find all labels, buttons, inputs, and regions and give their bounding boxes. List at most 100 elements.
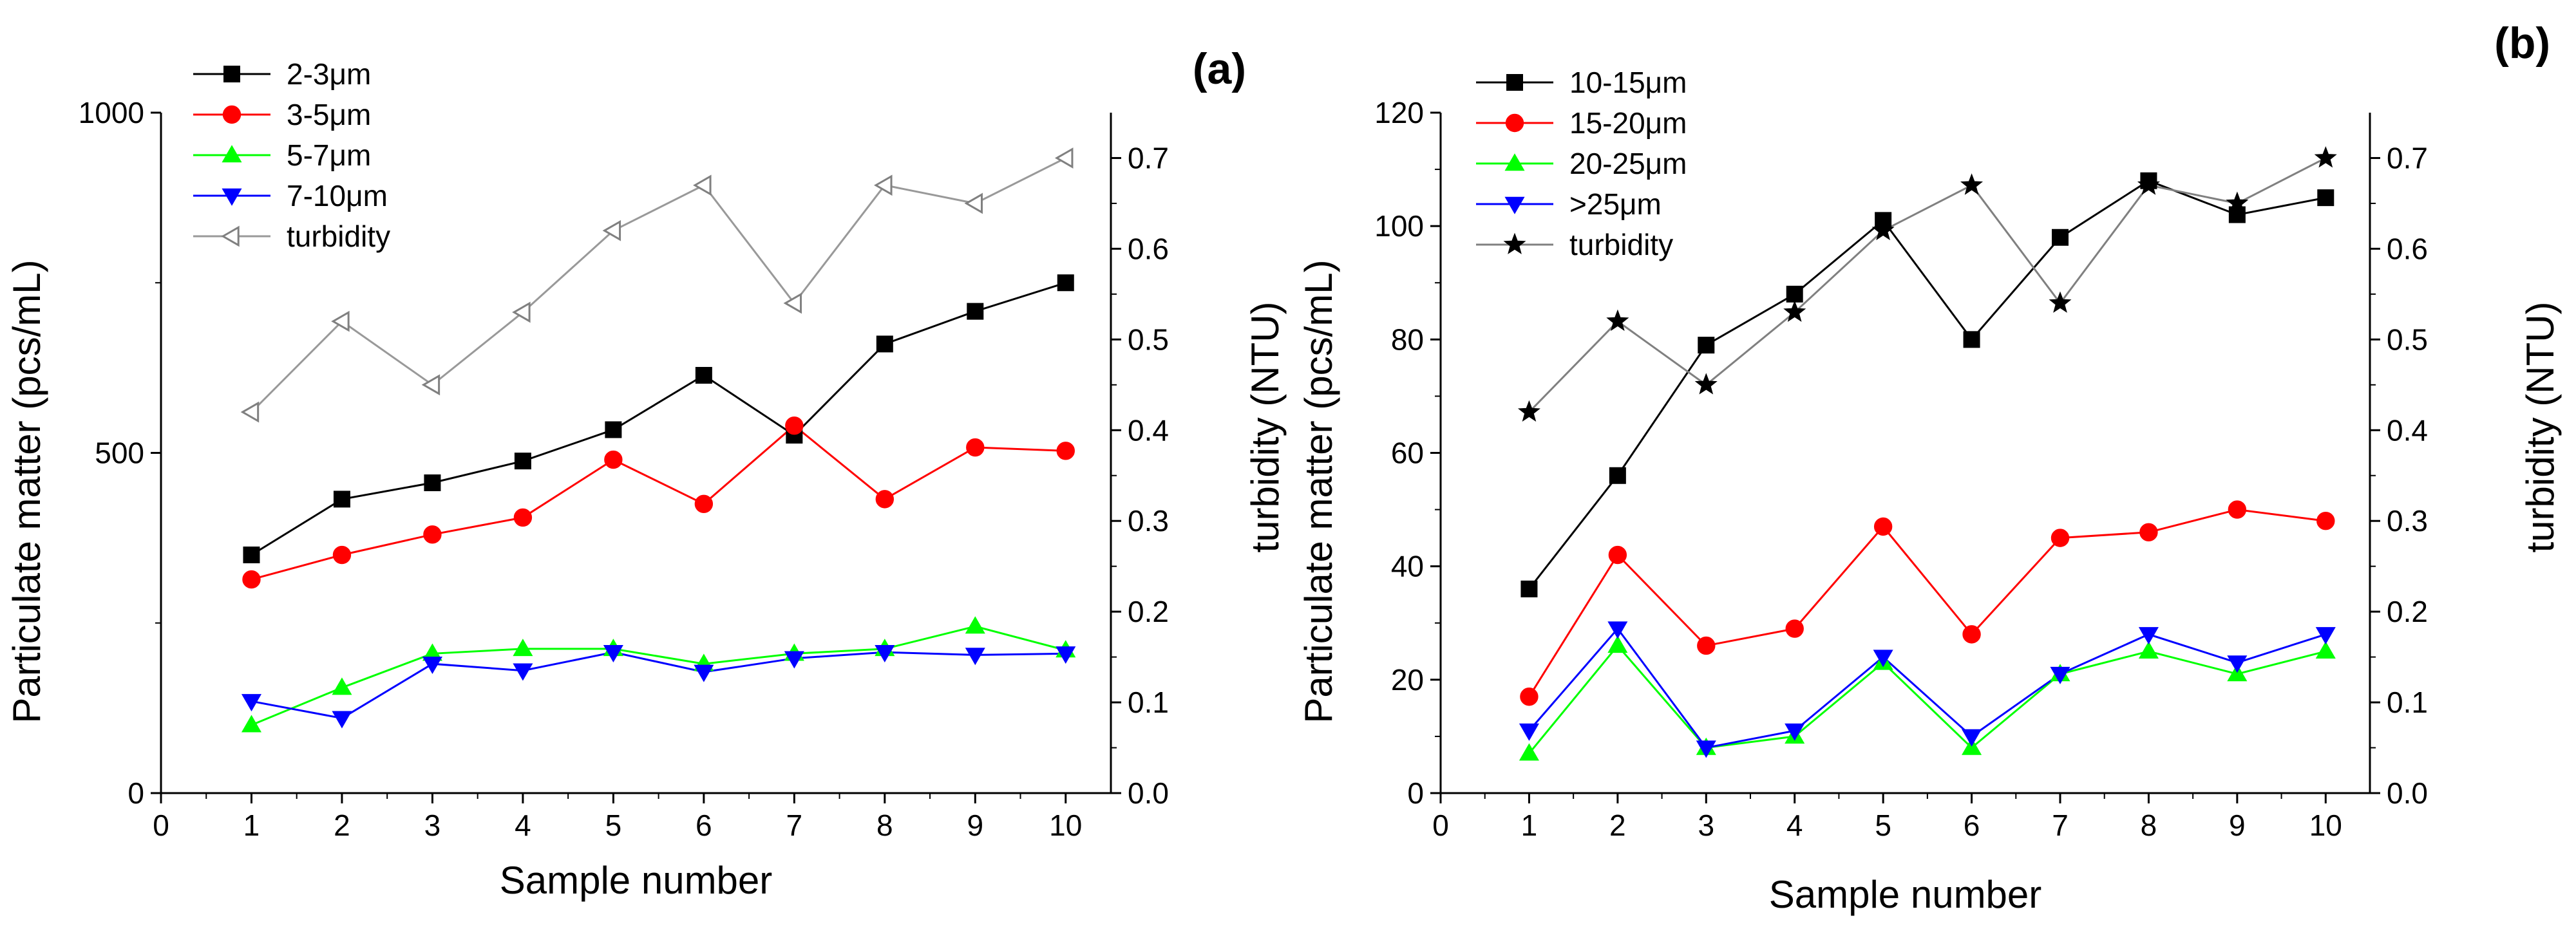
series-line-1 bbox=[1528, 509, 2326, 698]
data-point bbox=[241, 715, 262, 733]
y-tick-label: 0 bbox=[1407, 776, 1424, 810]
x-tick-label: 10 bbox=[1049, 809, 1082, 842]
y2-tick-label: 0.2 bbox=[2387, 595, 2428, 628]
data-point bbox=[2227, 664, 2248, 682]
panel-a: 0 1 2 3 4 5 6 7 8 9 10 0 500 1000 0.0 0.1 0.2 0.3 0.4 0.5 0.… bbox=[5, 44, 1287, 902]
legend-marker bbox=[1504, 196, 1525, 214]
x-tick-label: 2 bbox=[1609, 809, 1626, 842]
series-line-3 bbox=[251, 651, 1066, 720]
data-point bbox=[1697, 636, 1716, 655]
data-point bbox=[1606, 309, 1629, 332]
data-point bbox=[1960, 173, 1984, 195]
y2-tick-label: 0.5 bbox=[1128, 323, 1169, 356]
data-point bbox=[514, 453, 531, 470]
data-point bbox=[605, 421, 622, 438]
data-point bbox=[603, 645, 623, 663]
data-point bbox=[333, 491, 350, 508]
x-tick-label: 3 bbox=[1698, 809, 1714, 842]
series-line-2 bbox=[1528, 644, 2326, 754]
data-point bbox=[875, 490, 895, 509]
x-tick-label: 9 bbox=[967, 809, 983, 842]
x-tick-label: 8 bbox=[876, 809, 893, 842]
y2-tick-label: 0.7 bbox=[2387, 141, 2428, 174]
legend-marker bbox=[222, 188, 242, 206]
y-tick-label: 120 bbox=[1374, 96, 1424, 129]
y-tick-label: 500 bbox=[95, 436, 144, 470]
x-tick-label: 1 bbox=[1521, 809, 1538, 842]
data-point bbox=[875, 645, 895, 663]
x-axis-title: Sample number bbox=[1769, 873, 2042, 916]
series-line-2 bbox=[251, 625, 1066, 726]
legend-marker bbox=[1505, 113, 1524, 133]
data-point bbox=[513, 663, 533, 681]
series-line-4 bbox=[251, 157, 1066, 413]
data-point bbox=[2226, 191, 2249, 213]
data-point bbox=[1057, 274, 1074, 292]
data-point bbox=[876, 335, 893, 353]
x-tick-label: 4 bbox=[515, 809, 531, 842]
data-point bbox=[1698, 337, 1715, 354]
data-point bbox=[2317, 189, 2334, 207]
data-point bbox=[241, 694, 262, 712]
y-tick-label: 20 bbox=[1391, 663, 1424, 697]
data-point bbox=[966, 438, 985, 457]
data-point bbox=[1607, 621, 1628, 639]
legend-entry: >25μm bbox=[1569, 187, 1662, 221]
data-point bbox=[242, 570, 261, 589]
y2-tick-label: 0.3 bbox=[1128, 504, 1169, 538]
legend-entry: 7-10μm bbox=[287, 179, 388, 212]
x-tick-label: 6 bbox=[1964, 809, 1980, 842]
data-point bbox=[1871, 218, 1895, 241]
data-point bbox=[965, 648, 985, 666]
y2-tick-label: 0.1 bbox=[2387, 686, 2428, 719]
data-point bbox=[1785, 619, 1804, 638]
data-point bbox=[967, 303, 984, 320]
data-point bbox=[1056, 646, 1076, 664]
data-point bbox=[695, 367, 712, 384]
y-tick-label: 40 bbox=[1391, 550, 1424, 583]
data-point bbox=[2052, 229, 2069, 246]
data-point bbox=[783, 292, 802, 314]
y-tick-label: 0 bbox=[128, 776, 144, 810]
x-tick-label: 7 bbox=[2052, 809, 2069, 842]
y2-tick-label: 0.6 bbox=[2387, 232, 2428, 265]
legend-entry: 15-20μm bbox=[1569, 106, 1687, 140]
data-point bbox=[964, 192, 983, 214]
x-tick-label: 10 bbox=[2309, 809, 2342, 842]
x-tick-label: 4 bbox=[1786, 809, 1803, 842]
y2-tick-label: 0.3 bbox=[2387, 504, 2428, 538]
data-point bbox=[421, 374, 440, 396]
data-point bbox=[1609, 467, 1626, 484]
data-point bbox=[784, 651, 804, 669]
data-point bbox=[1608, 545, 1627, 565]
x-tick-label: 0 bbox=[153, 809, 169, 842]
legend-marker bbox=[221, 225, 240, 247]
data-point bbox=[1517, 400, 1540, 422]
data-point bbox=[331, 310, 350, 332]
y-tick-label: 100 bbox=[1374, 209, 1424, 243]
y2-tick-label: 0.5 bbox=[2387, 323, 2428, 356]
data-point bbox=[1520, 688, 1539, 706]
data-point bbox=[694, 494, 714, 513]
data-point bbox=[332, 711, 352, 729]
panel-label: (b) bbox=[2494, 19, 2550, 68]
y-axis-title: Particulate matter (pcs/mL) bbox=[5, 259, 48, 723]
data-point bbox=[422, 656, 442, 674]
legend-entry: 5-7μm bbox=[287, 138, 371, 172]
x-tick-label: 1 bbox=[243, 809, 260, 842]
legend-entry: 2-3μm bbox=[287, 57, 371, 91]
series-line-1 bbox=[251, 424, 1066, 581]
x-tick-label: 6 bbox=[696, 809, 712, 842]
y2-tick-label: 0.0 bbox=[1128, 776, 1169, 810]
data-point bbox=[1519, 743, 1539, 761]
legend-entry: 20-25μm bbox=[1569, 147, 1687, 180]
y2-tick-label: 0.1 bbox=[1128, 686, 1169, 719]
data-point bbox=[2316, 512, 2335, 530]
series-line-4 bbox=[1528, 157, 2326, 413]
y-tick-label: 60 bbox=[1391, 436, 1424, 470]
data-point bbox=[513, 508, 533, 527]
data-point bbox=[1694, 373, 1718, 395]
x-tick-label: 0 bbox=[1432, 809, 1449, 842]
y2-tick-label: 0.4 bbox=[1128, 413, 1169, 447]
data-point bbox=[1962, 737, 1982, 755]
